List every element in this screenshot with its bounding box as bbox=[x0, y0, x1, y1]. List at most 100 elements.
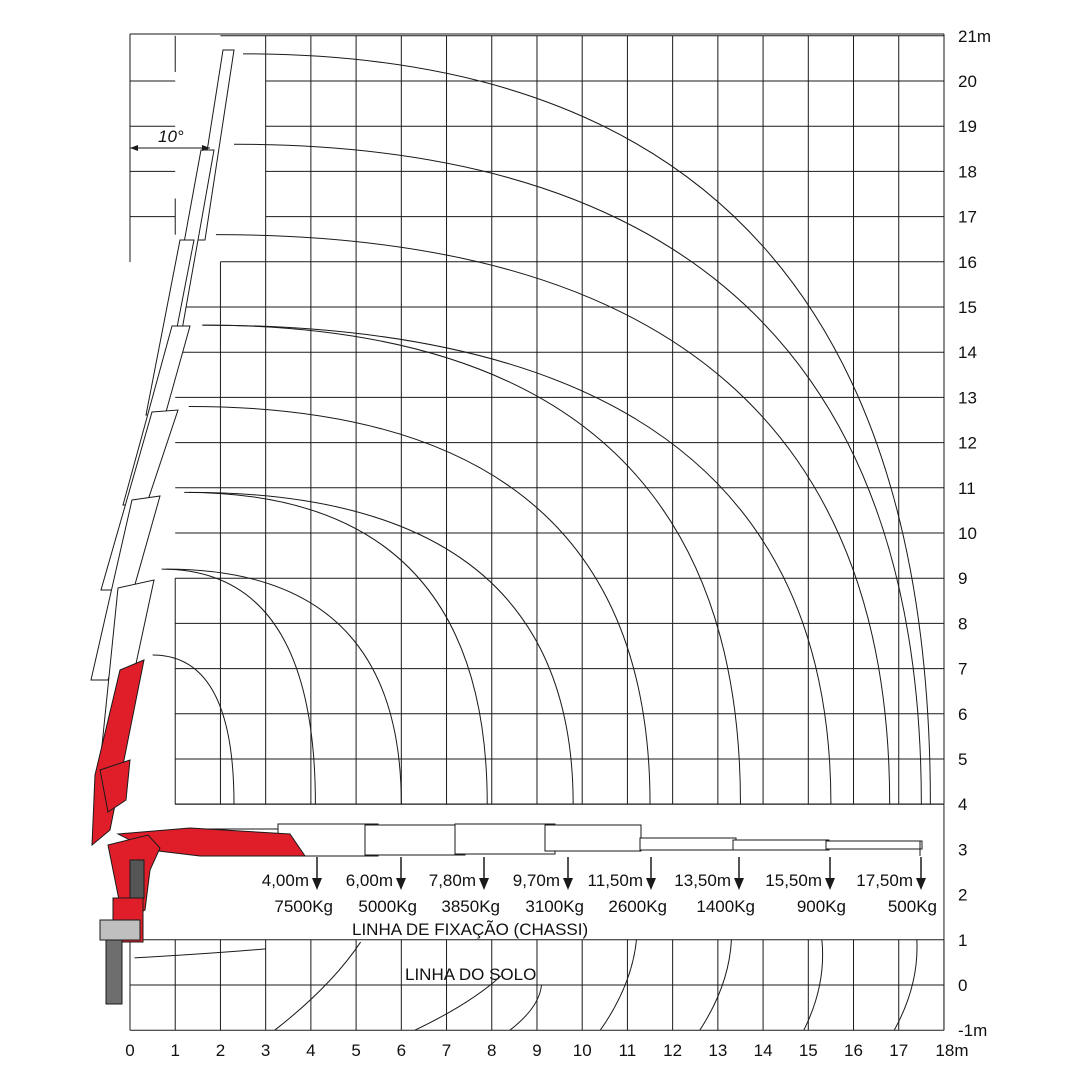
y-tick-label: -1m bbox=[958, 1021, 987, 1040]
load-radius: 9,70m bbox=[513, 871, 560, 890]
stabilizer-leg bbox=[105, 939, 123, 1005]
load-point: 15,50m 900Kg bbox=[765, 857, 846, 916]
reach-arc bbox=[152, 654, 235, 805]
x-tick-label: 13 bbox=[708, 1041, 727, 1060]
x-tick-label: 0 bbox=[125, 1041, 134, 1060]
load-weight: 900Kg bbox=[797, 897, 846, 916]
angle-marker: 10° bbox=[130, 127, 210, 151]
load-points: 4,00m 7500Kg 6,00m 5000Kg 7,80m 3850Kg 9,70m 31… bbox=[262, 857, 937, 916]
x-tick-label: 15 bbox=[799, 1041, 818, 1060]
hydraulic-cylinder bbox=[129, 859, 145, 899]
boom-horizontal bbox=[194, 823, 923, 857]
y-tick-label: 19 bbox=[958, 117, 977, 136]
load-arrow-head bbox=[396, 878, 406, 890]
load-arrow-head bbox=[563, 878, 573, 890]
reach-arc bbox=[215, 234, 891, 805]
reach-arc-lower bbox=[134, 948, 266, 959]
reach-arc-lower bbox=[599, 939, 637, 1031]
boom-knuckle-red bbox=[99, 759, 131, 813]
load-point: 13,50m 1400Kg bbox=[674, 857, 755, 916]
x-tick-label: 12 bbox=[663, 1041, 682, 1060]
x-tick-label: 16 bbox=[844, 1041, 863, 1060]
ground-line-label: LINHA DO SOLO bbox=[405, 965, 536, 984]
reach-arc bbox=[188, 405, 651, 805]
load-weight: 2600Kg bbox=[608, 897, 667, 916]
x-tick-label: 6 bbox=[397, 1041, 406, 1060]
y-tick-label: 13 bbox=[958, 388, 977, 407]
x-tick-label: 2 bbox=[216, 1041, 225, 1060]
reach-arc-lower bbox=[414, 975, 502, 1031]
y-tick-label: 5 bbox=[958, 750, 967, 769]
load-radius: 4,00m bbox=[262, 871, 309, 890]
load-weight: 1400Kg bbox=[696, 897, 755, 916]
reach-arc-lower bbox=[509, 984, 542, 1031]
x-tick-label: 18m bbox=[935, 1041, 968, 1060]
load-point: 17,50m 500Kg bbox=[856, 857, 937, 916]
x-tick-label: 17 bbox=[889, 1041, 908, 1060]
x-tick-label: 1 bbox=[170, 1041, 179, 1060]
y-tick-label: 18 bbox=[958, 162, 977, 181]
y-tick-label: 10 bbox=[958, 524, 977, 543]
y-tick-label: 15 bbox=[958, 298, 977, 317]
reach-arc bbox=[161, 568, 316, 805]
load-arrow-head bbox=[825, 878, 835, 890]
x-axis-ticks: 0 1 2 3 4 5 6 7 8 9 10 11 12 13 14 15 16 17 18m bbox=[125, 1041, 968, 1060]
x-tick-label: 5 bbox=[351, 1041, 360, 1060]
y-tick-label: 1 bbox=[958, 931, 967, 950]
fixation-line-label: LINHA DE FIXAÇÃO (CHASSI) bbox=[352, 920, 588, 939]
reach-arcs bbox=[134, 53, 931, 1031]
reach-arc bbox=[166, 568, 402, 805]
reach-arc bbox=[202, 324, 741, 805]
reach-arc-lower bbox=[893, 939, 918, 1031]
load-radius: 6,00m bbox=[346, 871, 393, 890]
x-tick-label: 4 bbox=[306, 1041, 315, 1060]
reach-arc-lower bbox=[803, 939, 824, 1031]
y-tick-label: 3 bbox=[958, 840, 967, 859]
boom-main-red bbox=[91, 659, 145, 847]
load-radius: 15,50m bbox=[765, 871, 822, 890]
load-arrow-head bbox=[312, 878, 322, 890]
load-weight: 3100Kg bbox=[525, 897, 584, 916]
y-tick-label: 0 bbox=[958, 976, 967, 995]
angle-label: 10° bbox=[158, 127, 184, 146]
crane-base bbox=[99, 919, 141, 941]
load-point: 7,80m 3850Kg bbox=[429, 857, 500, 916]
load-arrow-head bbox=[916, 878, 926, 890]
load-point: 11,50m 2600Kg bbox=[588, 857, 667, 916]
x-tick-label: 14 bbox=[754, 1041, 773, 1060]
load-arrow-head bbox=[734, 878, 744, 890]
y-tick-label: 6 bbox=[958, 705, 967, 724]
reach-arc bbox=[234, 143, 922, 805]
reach-arc bbox=[188, 491, 574, 805]
y-tick-label: 16 bbox=[958, 253, 977, 272]
x-tick-label: 9 bbox=[532, 1041, 541, 1060]
reach-arc bbox=[243, 53, 931, 805]
y-tick-label: 2 bbox=[958, 886, 967, 905]
load-weight: 500Kg bbox=[888, 897, 937, 916]
load-weight: 3850Kg bbox=[441, 897, 500, 916]
grid bbox=[129, 33, 945, 1031]
load-radius: 7,80m bbox=[429, 871, 476, 890]
load-point: 6,00m 5000Kg bbox=[346, 857, 417, 916]
load-point: 4,00m 7500Kg bbox=[262, 857, 333, 916]
y-tick-label: 21m bbox=[958, 27, 991, 46]
load-radius: 13,50m bbox=[674, 871, 731, 890]
load-weight: 7500Kg bbox=[274, 897, 333, 916]
x-tick-label: 10 bbox=[573, 1041, 592, 1060]
x-tick-label: 8 bbox=[487, 1041, 496, 1060]
y-tick-label: 9 bbox=[958, 569, 967, 588]
boom-vertical bbox=[90, 49, 235, 776]
crane-illustration bbox=[90, 49, 923, 1005]
y-tick-label: 12 bbox=[958, 434, 977, 453]
load-radius: 17,50m bbox=[856, 871, 913, 890]
load-point: 9,70m 3100Kg bbox=[513, 857, 584, 916]
y-tick-label: 11 bbox=[958, 479, 976, 498]
reach-arc-lower bbox=[274, 941, 362, 1031]
x-tick-label: 7 bbox=[442, 1041, 451, 1060]
reach-arc-lower bbox=[699, 939, 732, 1031]
y-tick-label: 4 bbox=[958, 795, 967, 814]
reach-arc bbox=[184, 491, 488, 805]
